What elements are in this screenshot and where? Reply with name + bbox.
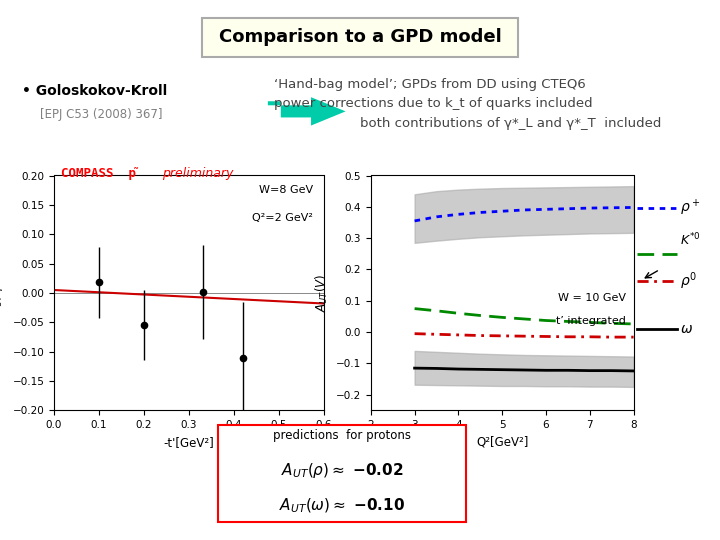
Text: W=8 GeV: W=8 GeV: [259, 185, 313, 195]
Text: Q²=2 GeV²: Q²=2 GeV²: [252, 213, 313, 223]
Text: $\rho^0$: $\rho^0$: [680, 270, 697, 292]
Y-axis label: $A_{UT}(V)$: $A_{UT}(V)$: [314, 274, 330, 312]
FancyBboxPatch shape: [202, 18, 518, 57]
Text: both contributions of γ*_L and γ*_T  included: both contributions of γ*_L and γ*_T incl…: [360, 117, 662, 130]
Text: COMPASS  p: COMPASS p: [61, 167, 136, 180]
Text: W = 10 GeV: W = 10 GeV: [558, 293, 626, 303]
X-axis label: -t'[GeV²]: -t'[GeV²]: [163, 436, 215, 449]
Text: $K^{*0}$: $K^{*0}$: [680, 232, 700, 248]
Text: t’ integrated: t’ integrated: [556, 316, 626, 327]
Polygon shape: [268, 97, 346, 126]
Text: predictions  for protons: predictions for protons: [273, 429, 411, 442]
Text: $\rho^+$: $\rho^+$: [680, 198, 700, 218]
Text: • Goloskokov-Kroll: • Goloskokov-Kroll: [22, 84, 167, 98]
Text: ‘Hand-bag model’; GPDs from DD using CTEQ6: ‘Hand-bag model’; GPDs from DD using CTE…: [274, 78, 585, 91]
Y-axis label: $A_{UT}(\rho^0)$: $A_{UT}(\rho^0)$: [0, 271, 7, 315]
X-axis label: Q²[GeV²]: Q²[GeV²]: [476, 436, 528, 449]
Text: [EPJ C53 (2008) 367]: [EPJ C53 (2008) 367]: [40, 108, 162, 121]
Text: $\omega$: $\omega$: [680, 322, 693, 336]
Text: ˜: ˜: [133, 167, 140, 180]
Text: $A_{UT}(\rho) \approx\ \mathbf{-0.02}$: $A_{UT}(\rho) \approx\ \mathbf{-0.02}$: [281, 461, 403, 480]
Text: preliminary: preliminary: [162, 167, 233, 180]
Text: power corrections due to k_t of quarks included: power corrections due to k_t of quarks i…: [274, 97, 593, 110]
Text: Comparison to a GPD model: Comparison to a GPD model: [219, 28, 501, 46]
FancyBboxPatch shape: [217, 426, 467, 522]
Text: $A_{UT}(\omega) \approx\ \mathbf{-0.10}$: $A_{UT}(\omega) \approx\ \mathbf{-0.10}$: [279, 497, 405, 515]
